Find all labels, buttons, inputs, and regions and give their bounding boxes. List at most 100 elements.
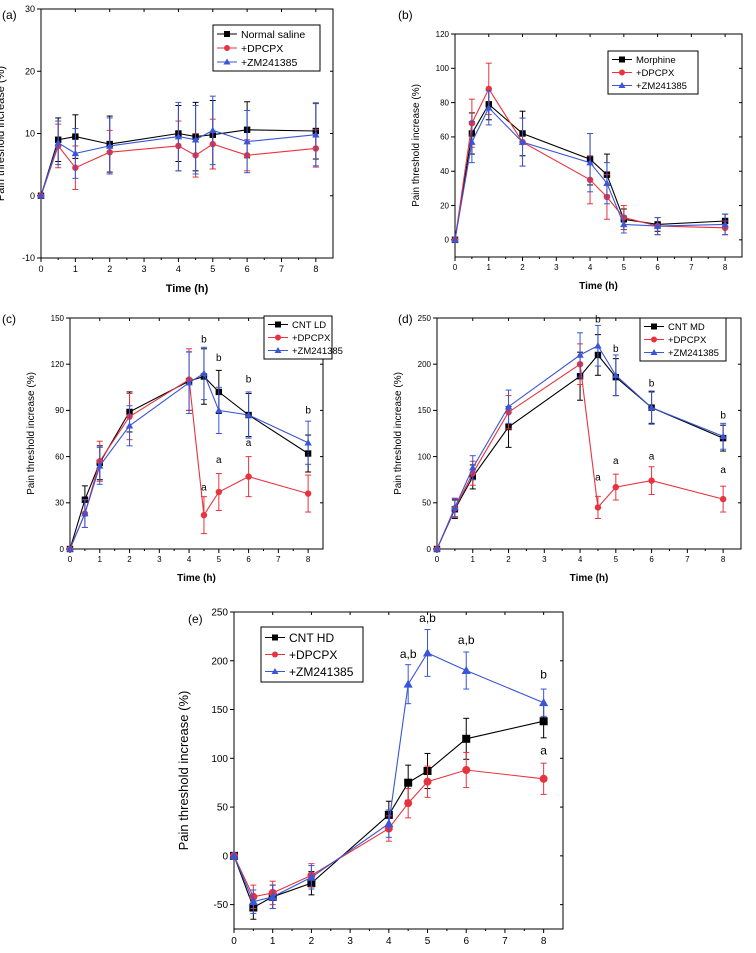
data-point: [81, 509, 89, 517]
data-point: [461, 665, 471, 674]
data-point: [539, 774, 548, 783]
x-axis-title: Time (h): [570, 573, 609, 584]
data-point: [304, 490, 312, 497]
legend-label: Normal saline: [241, 29, 305, 41]
data-point: [306, 872, 317, 881]
data-point: [304, 439, 312, 446]
data-point: [586, 158, 594, 166]
data-point: [594, 342, 602, 349]
x-tick-label: 7: [685, 555, 690, 564]
data-point: [185, 379, 193, 386]
series-3: [37, 95, 320, 199]
legend-marker: [619, 69, 625, 76]
legend-label: +ZM241385: [289, 665, 354, 679]
data-point: [200, 511, 208, 519]
x-tick-label: 0: [435, 555, 440, 564]
x-tick-label: 5: [217, 555, 222, 564]
legend-label: +ZM241385: [241, 57, 297, 69]
data-point: [191, 136, 200, 143]
data-point: [647, 403, 656, 411]
x-tick-label: 8: [721, 555, 726, 564]
x-tick-label: 1: [487, 263, 492, 272]
annotation-label: a: [649, 451, 655, 462]
annotation-label: a,b: [458, 633, 475, 647]
legend-marker: [651, 323, 657, 330]
y-tick-label: 90: [55, 406, 64, 415]
data-point: [244, 411, 253, 418]
panel-label: (b): [398, 8, 413, 22]
data-point: [125, 422, 134, 429]
x-axis-title: Time (h): [579, 281, 618, 292]
x-tick-label: 3: [554, 263, 559, 272]
data-point: [539, 698, 549, 707]
x-tick-label: 2: [520, 263, 525, 272]
y-tick-label: 250: [418, 314, 432, 323]
legend-label: +ZM241385: [636, 81, 687, 92]
annotation-label: a: [540, 743, 547, 757]
data-point: [504, 403, 513, 410]
data-point: [721, 220, 729, 228]
data-point: [612, 483, 620, 491]
data-point: [653, 222, 662, 229]
x-tick-label: 7: [502, 936, 508, 947]
x-tick-label: 3: [157, 555, 162, 564]
data-point: [174, 132, 183, 140]
y-axis-title: Pain threshold increase (%): [176, 691, 191, 851]
annotation-label: a,b: [419, 611, 436, 625]
legend-label: +DPCPX: [289, 648, 337, 662]
y-tick-label: 10: [25, 129, 35, 139]
data-point: [469, 464, 477, 471]
x-tick-label: 8: [306, 555, 311, 564]
x-tick-label: 2: [107, 264, 112, 274]
annotation-label: a: [216, 455, 222, 466]
panel-label: (d): [398, 312, 413, 326]
annotation-label: a: [613, 456, 619, 467]
x-tick-label: 6: [246, 555, 251, 564]
data-point: [468, 138, 476, 145]
legend-label: CNT LD: [292, 320, 326, 331]
x-tick-label: 5: [614, 555, 619, 564]
data-point: [485, 104, 493, 111]
annotation-label: a,b: [400, 647, 417, 661]
x-axis-title: Time (h): [177, 573, 216, 584]
data-point: [433, 545, 441, 552]
legend-marker: [651, 336, 657, 343]
annotation-label: a: [246, 438, 252, 449]
y-tick-label: 250: [211, 608, 228, 619]
x-tick-label: 7: [689, 263, 694, 272]
data-point: [215, 406, 223, 414]
data-point: [248, 897, 258, 906]
y-tick-label: 20: [25, 66, 35, 76]
data-point: [404, 799, 413, 808]
y-tick-label: 120: [436, 30, 450, 39]
legend: CNT MD +DPCPX +ZM241385: [639, 317, 727, 362]
plot-frame: [454, 33, 743, 258]
axes: 0 1 2 3 4 5 6 7 8 0 30 60 90 120 150: [51, 314, 324, 564]
legend-marker: [272, 634, 278, 641]
legend-marker: [275, 334, 281, 341]
y-tick-label: 150: [211, 705, 228, 716]
y-axis-title: Pain threshold increase (%): [411, 84, 422, 207]
y-tick-label: 0: [60, 545, 65, 554]
y-tick-label: 80: [440, 98, 449, 107]
x-tick-label: 6: [649, 555, 654, 564]
legend: CNT HD +DPCPX +ZM241385: [260, 626, 364, 683]
y-tick-label: 0: [427, 545, 432, 554]
data-point: [719, 495, 727, 503]
annotation-label: a: [595, 473, 601, 484]
data-point: [54, 139, 62, 146]
annotation-label: a: [720, 465, 726, 476]
x-tick-label: 3: [542, 555, 547, 564]
data-point: [403, 679, 413, 688]
data-point: [312, 131, 320, 138]
legend-marker: [650, 349, 658, 355]
data-point: [37, 192, 45, 199]
data-point: [462, 766, 471, 775]
x-tick-label: 4: [588, 263, 593, 272]
panel-c: (c) 0 1 2 3 4 5 6 7 8 0 30 60 90 120 150 Time (h) Pain th…: [2, 312, 343, 584]
y-tick-label: 50: [217, 803, 229, 814]
